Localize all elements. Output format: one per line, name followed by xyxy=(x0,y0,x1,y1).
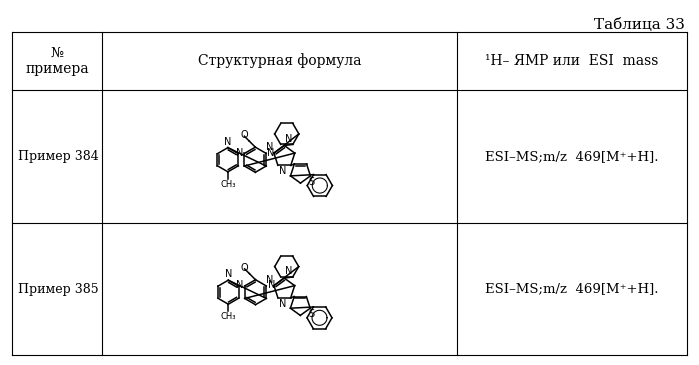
Text: N: N xyxy=(268,147,275,158)
Text: №
примера: № примера xyxy=(25,46,89,76)
Text: N: N xyxy=(236,147,243,158)
Text: N: N xyxy=(279,299,286,308)
Text: Таблица 33: Таблица 33 xyxy=(594,18,685,32)
Text: S: S xyxy=(308,309,314,319)
Text: Структурная формула: Структурная формула xyxy=(198,54,361,69)
Text: N: N xyxy=(279,166,286,176)
Text: N: N xyxy=(224,269,232,279)
Text: CH₃: CH₃ xyxy=(220,180,236,189)
Text: N: N xyxy=(236,280,243,290)
Text: O: O xyxy=(241,263,249,273)
Text: N: N xyxy=(284,134,292,143)
Text: ESI–MS;m/z  469[M⁺+H].: ESI–MS;m/z 469[M⁺+H]. xyxy=(485,150,658,163)
Text: N: N xyxy=(284,266,292,276)
Text: N: N xyxy=(266,275,273,285)
Text: N: N xyxy=(224,137,231,147)
Text: Пример 384: Пример 384 xyxy=(18,150,99,163)
Text: S: S xyxy=(308,177,315,187)
Text: O: O xyxy=(240,130,248,140)
Text: ¹H– ЯМР или  ESI  mass: ¹H– ЯМР или ESI mass xyxy=(485,54,658,68)
Text: N: N xyxy=(266,142,273,152)
Text: Пример 385: Пример 385 xyxy=(18,283,99,296)
Text: N: N xyxy=(268,280,275,290)
Text: ESI–MS;m/z  469[M⁺+H].: ESI–MS;m/z 469[M⁺+H]. xyxy=(485,283,658,296)
Text: CH₃: CH₃ xyxy=(221,312,236,321)
